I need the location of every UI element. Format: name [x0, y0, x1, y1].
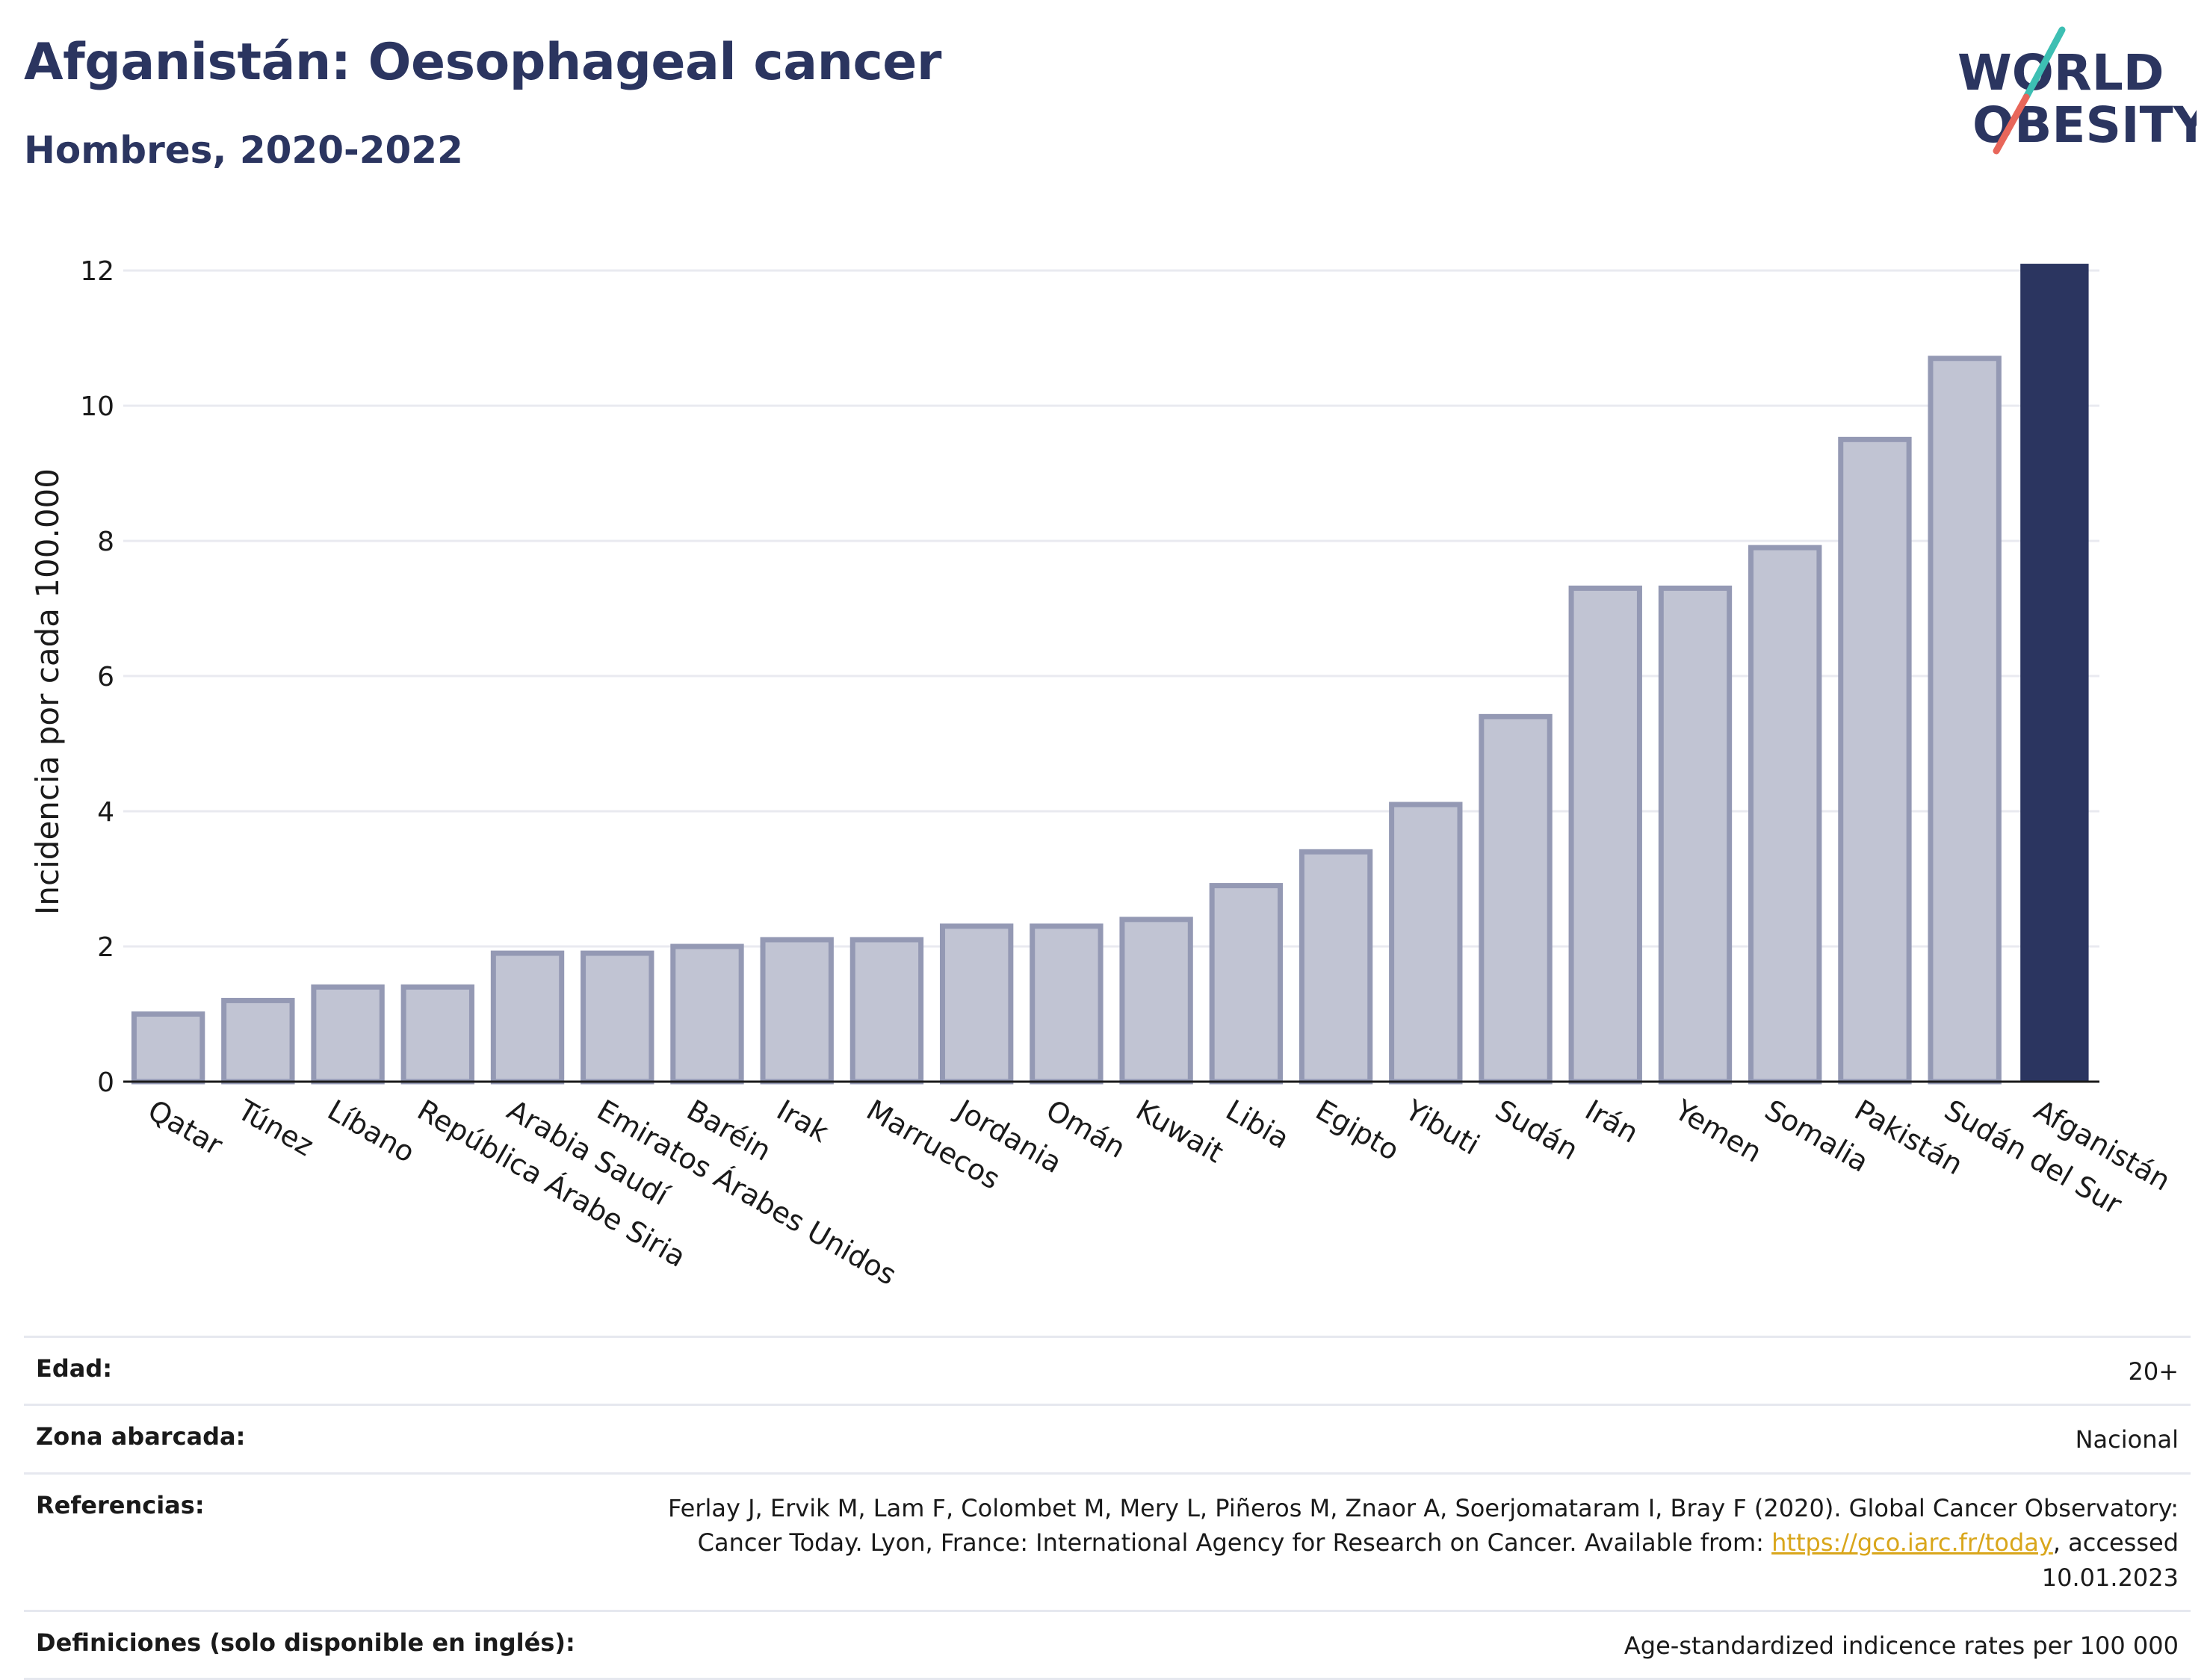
page-subtitle: Hombres, 2020-2022 — [24, 128, 463, 172]
references-text: Ferlay J, Ervik M, Lam F, Colombet M, Me… — [668, 1493, 2179, 1557]
bar-arabia-saudí[interactable] — [490, 950, 565, 1085]
references-value: Ferlay J, Ervik M, Lam F, Colombet M, Me… — [595, 1491, 2179, 1595]
bars — [131, 264, 2089, 1085]
bar-pakistán[interactable] — [1838, 436, 1912, 1085]
x-tick-label: Yemen — [1669, 1093, 1768, 1169]
x-tick-label: Somalia — [1759, 1094, 1875, 1179]
y-axis-label: Incidencia por cada 100.000 — [29, 468, 66, 915]
bar-yibuti[interactable] — [1389, 802, 1463, 1085]
x-tick-label: Irak — [771, 1094, 834, 1149]
y-tick-label: 6 — [97, 662, 114, 692]
metadata-table: Edad: 20+ Zona abarcada: Nacional Refere… — [24, 1336, 2191, 1680]
bar-república-árabe-siria[interactable] — [400, 984, 474, 1085]
meta-row-references: Referencias: Ferlay J, Ervik M, Lam F, C… — [24, 1472, 2191, 1610]
references-link[interactable]: https://gco.iarc.fr/today — [1771, 1528, 2053, 1557]
bar-jordania[interactable] — [939, 923, 1014, 1085]
bar-líbano[interactable] — [311, 984, 385, 1085]
svg-text:OBESITY: OBESITY — [1972, 96, 2197, 154]
bar-qatar[interactable] — [131, 1011, 205, 1085]
x-tick-label: Sudán — [1490, 1094, 1584, 1167]
y-tick-label: 8 — [97, 527, 114, 557]
zone-label: Zona abarcada: — [36, 1422, 246, 1451]
x-tick-label: Qatar — [143, 1094, 229, 1162]
meta-row-zone: Zona abarcada: Nacional — [24, 1404, 2191, 1472]
world-obesity-logo: WORLD OBESITY — [1943, 22, 2210, 157]
x-tick-label: Irán — [1579, 1094, 1644, 1150]
y-tick-label: 12 — [80, 256, 114, 287]
bar-irán[interactable] — [1568, 585, 1642, 1085]
x-tick-label: Túnez — [232, 1093, 319, 1162]
references-label: Referencias: — [36, 1490, 205, 1519]
bar-kuwait[interactable] — [1119, 917, 1193, 1085]
bar-baréin[interactable] — [670, 943, 744, 1085]
x-tick-label: Kuwait — [1130, 1094, 1229, 1170]
bar-libia[interactable] — [1209, 883, 1284, 1085]
bar-sudán[interactable] — [1479, 713, 1553, 1085]
x-tick-label: Libia — [1220, 1094, 1295, 1156]
y-tick-label: 10 — [80, 391, 114, 422]
x-tick-label: Egipto — [1310, 1094, 1405, 1168]
bar-somalia[interactable] — [1748, 545, 1822, 1085]
y-tick-label: 4 — [97, 797, 114, 828]
bar-yemen[interactable] — [1658, 585, 1733, 1085]
x-tick-label: Yibuti — [1399, 1093, 1485, 1162]
age-value: 20+ — [2128, 1357, 2179, 1386]
meta-row-age: Edad: 20+ — [24, 1336, 2191, 1404]
y-tick-label: 2 — [97, 932, 114, 963]
age-label: Edad: — [36, 1354, 113, 1383]
bar-egipto[interactable] — [1299, 849, 1373, 1085]
meta-row-definitions: Definiciones (solo disponible en inglés)… — [24, 1609, 2191, 1680]
bar-marruecos[interactable] — [849, 937, 924, 1085]
bar-túnez[interactable] — [221, 997, 295, 1085]
references-accessed: , accessed 10.01.2023 — [2041, 1528, 2179, 1592]
page-title: Afganistán: Oesophageal cancer — [24, 33, 941, 92]
bar-afganistán[interactable] — [2020, 264, 2089, 1082]
svg-text:WORLD: WORLD — [1957, 44, 2164, 102]
x-tick-label: Líbano — [322, 1094, 421, 1169]
y-tick-label: 0 — [97, 1067, 114, 1098]
y-axis-ticks: 0 2 4 6 8 10 12 — [80, 256, 114, 1098]
definitions-value: Age-standardized indicence rates per 100… — [1624, 1631, 2179, 1660]
zone-value: Nacional — [2075, 1425, 2179, 1454]
bar-emiratos-árabes-unidos[interactable] — [581, 950, 654, 1085]
bar-sudán-del-sur[interactable] — [1928, 356, 2002, 1085]
bar-irak[interactable] — [760, 937, 834, 1085]
grid-lines — [123, 269, 2099, 948]
definitions-label: Definiciones (solo disponible en inglés)… — [36, 1628, 575, 1657]
bar-omán[interactable] — [1030, 923, 1104, 1085]
